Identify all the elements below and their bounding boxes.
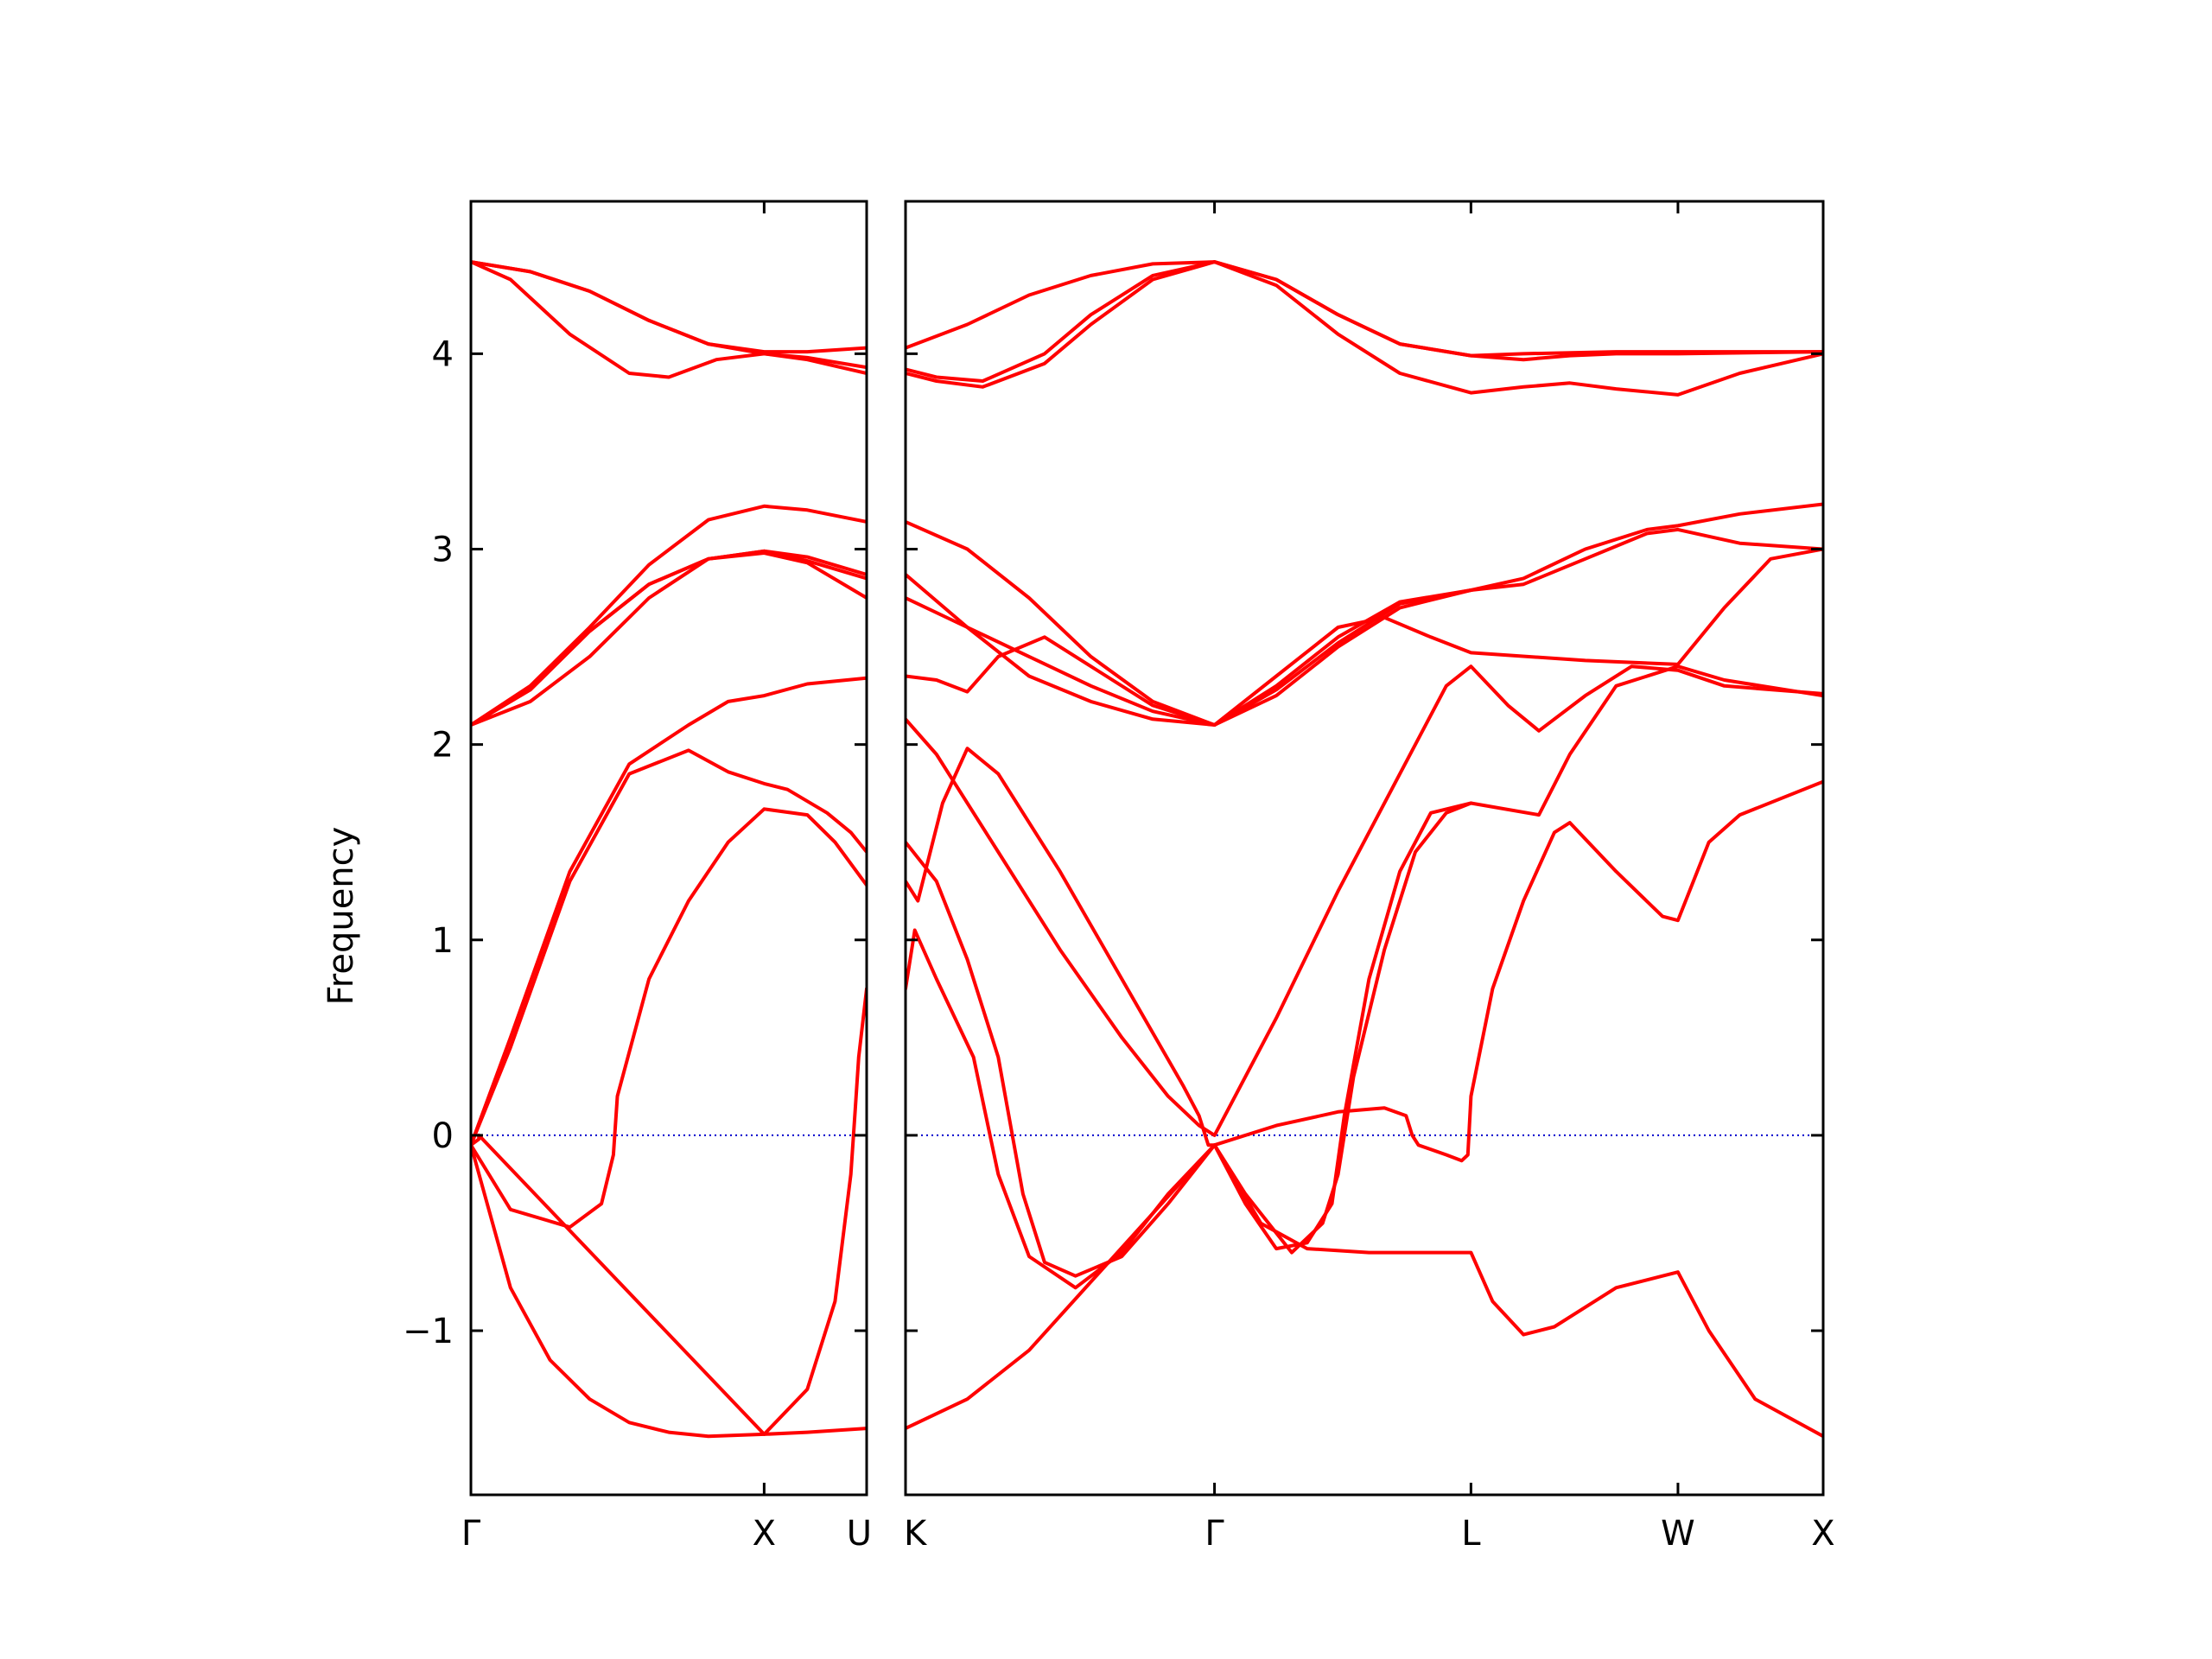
band-line-2: [471, 807, 867, 1230]
x-tick-label: X: [1811, 1514, 1834, 1554]
y-tick-label: 1: [432, 921, 454, 961]
band-line-8: [906, 519, 1823, 727]
bands: [471, 260, 867, 1439]
panel-frame: [469, 200, 868, 1497]
band-line-3: [471, 748, 867, 1147]
band-line-12: [471, 260, 867, 370]
y-tick-label: 4: [432, 334, 454, 374]
panel-frame: [904, 200, 1825, 1497]
x-tick-label: U: [847, 1514, 872, 1554]
x-tick-label: K: [904, 1514, 928, 1554]
band-line-3: [906, 664, 1823, 1251]
x-tick-label: Γ: [461, 1514, 481, 1554]
panels: −1 0 1 2 3 4 Γ X U K Γ L W X: [403, 200, 1835, 1554]
band-line-4: [906, 664, 1823, 1137]
y-tick-label: −1: [403, 1312, 454, 1351]
x-tick-label: Γ: [1205, 1514, 1224, 1554]
band-line-9: [906, 588, 1473, 727]
y-tick-label: 3: [432, 531, 454, 570]
y-tick-label: 2: [432, 726, 454, 766]
x-tick-label: W: [1661, 1514, 1695, 1554]
bands: [906, 260, 1823, 1439]
x-tick-label: X: [753, 1514, 776, 1554]
band-line-5: [906, 801, 1473, 1278]
band-line-1: [471, 1143, 867, 1439]
band-line-12: [906, 260, 1823, 358]
band-line-8: [471, 551, 867, 727]
x-tick-label: L: [1461, 1514, 1481, 1554]
band-line-6: [906, 547, 1823, 727]
band-line-4: [471, 676, 867, 1147]
y-axis-label: Frequency: [321, 827, 361, 1006]
y-tick-label: 0: [432, 1116, 454, 1156]
band-line-7: [471, 504, 867, 727]
panel-1: −1 0 1 2 3 4 Γ X U: [403, 200, 872, 1554]
band-line-10: [906, 260, 1823, 397]
band-line-2: [906, 928, 1823, 1439]
band-line-9: [471, 549, 867, 727]
band-line-5: [471, 987, 867, 1436]
band-line-7: [906, 502, 1823, 727]
